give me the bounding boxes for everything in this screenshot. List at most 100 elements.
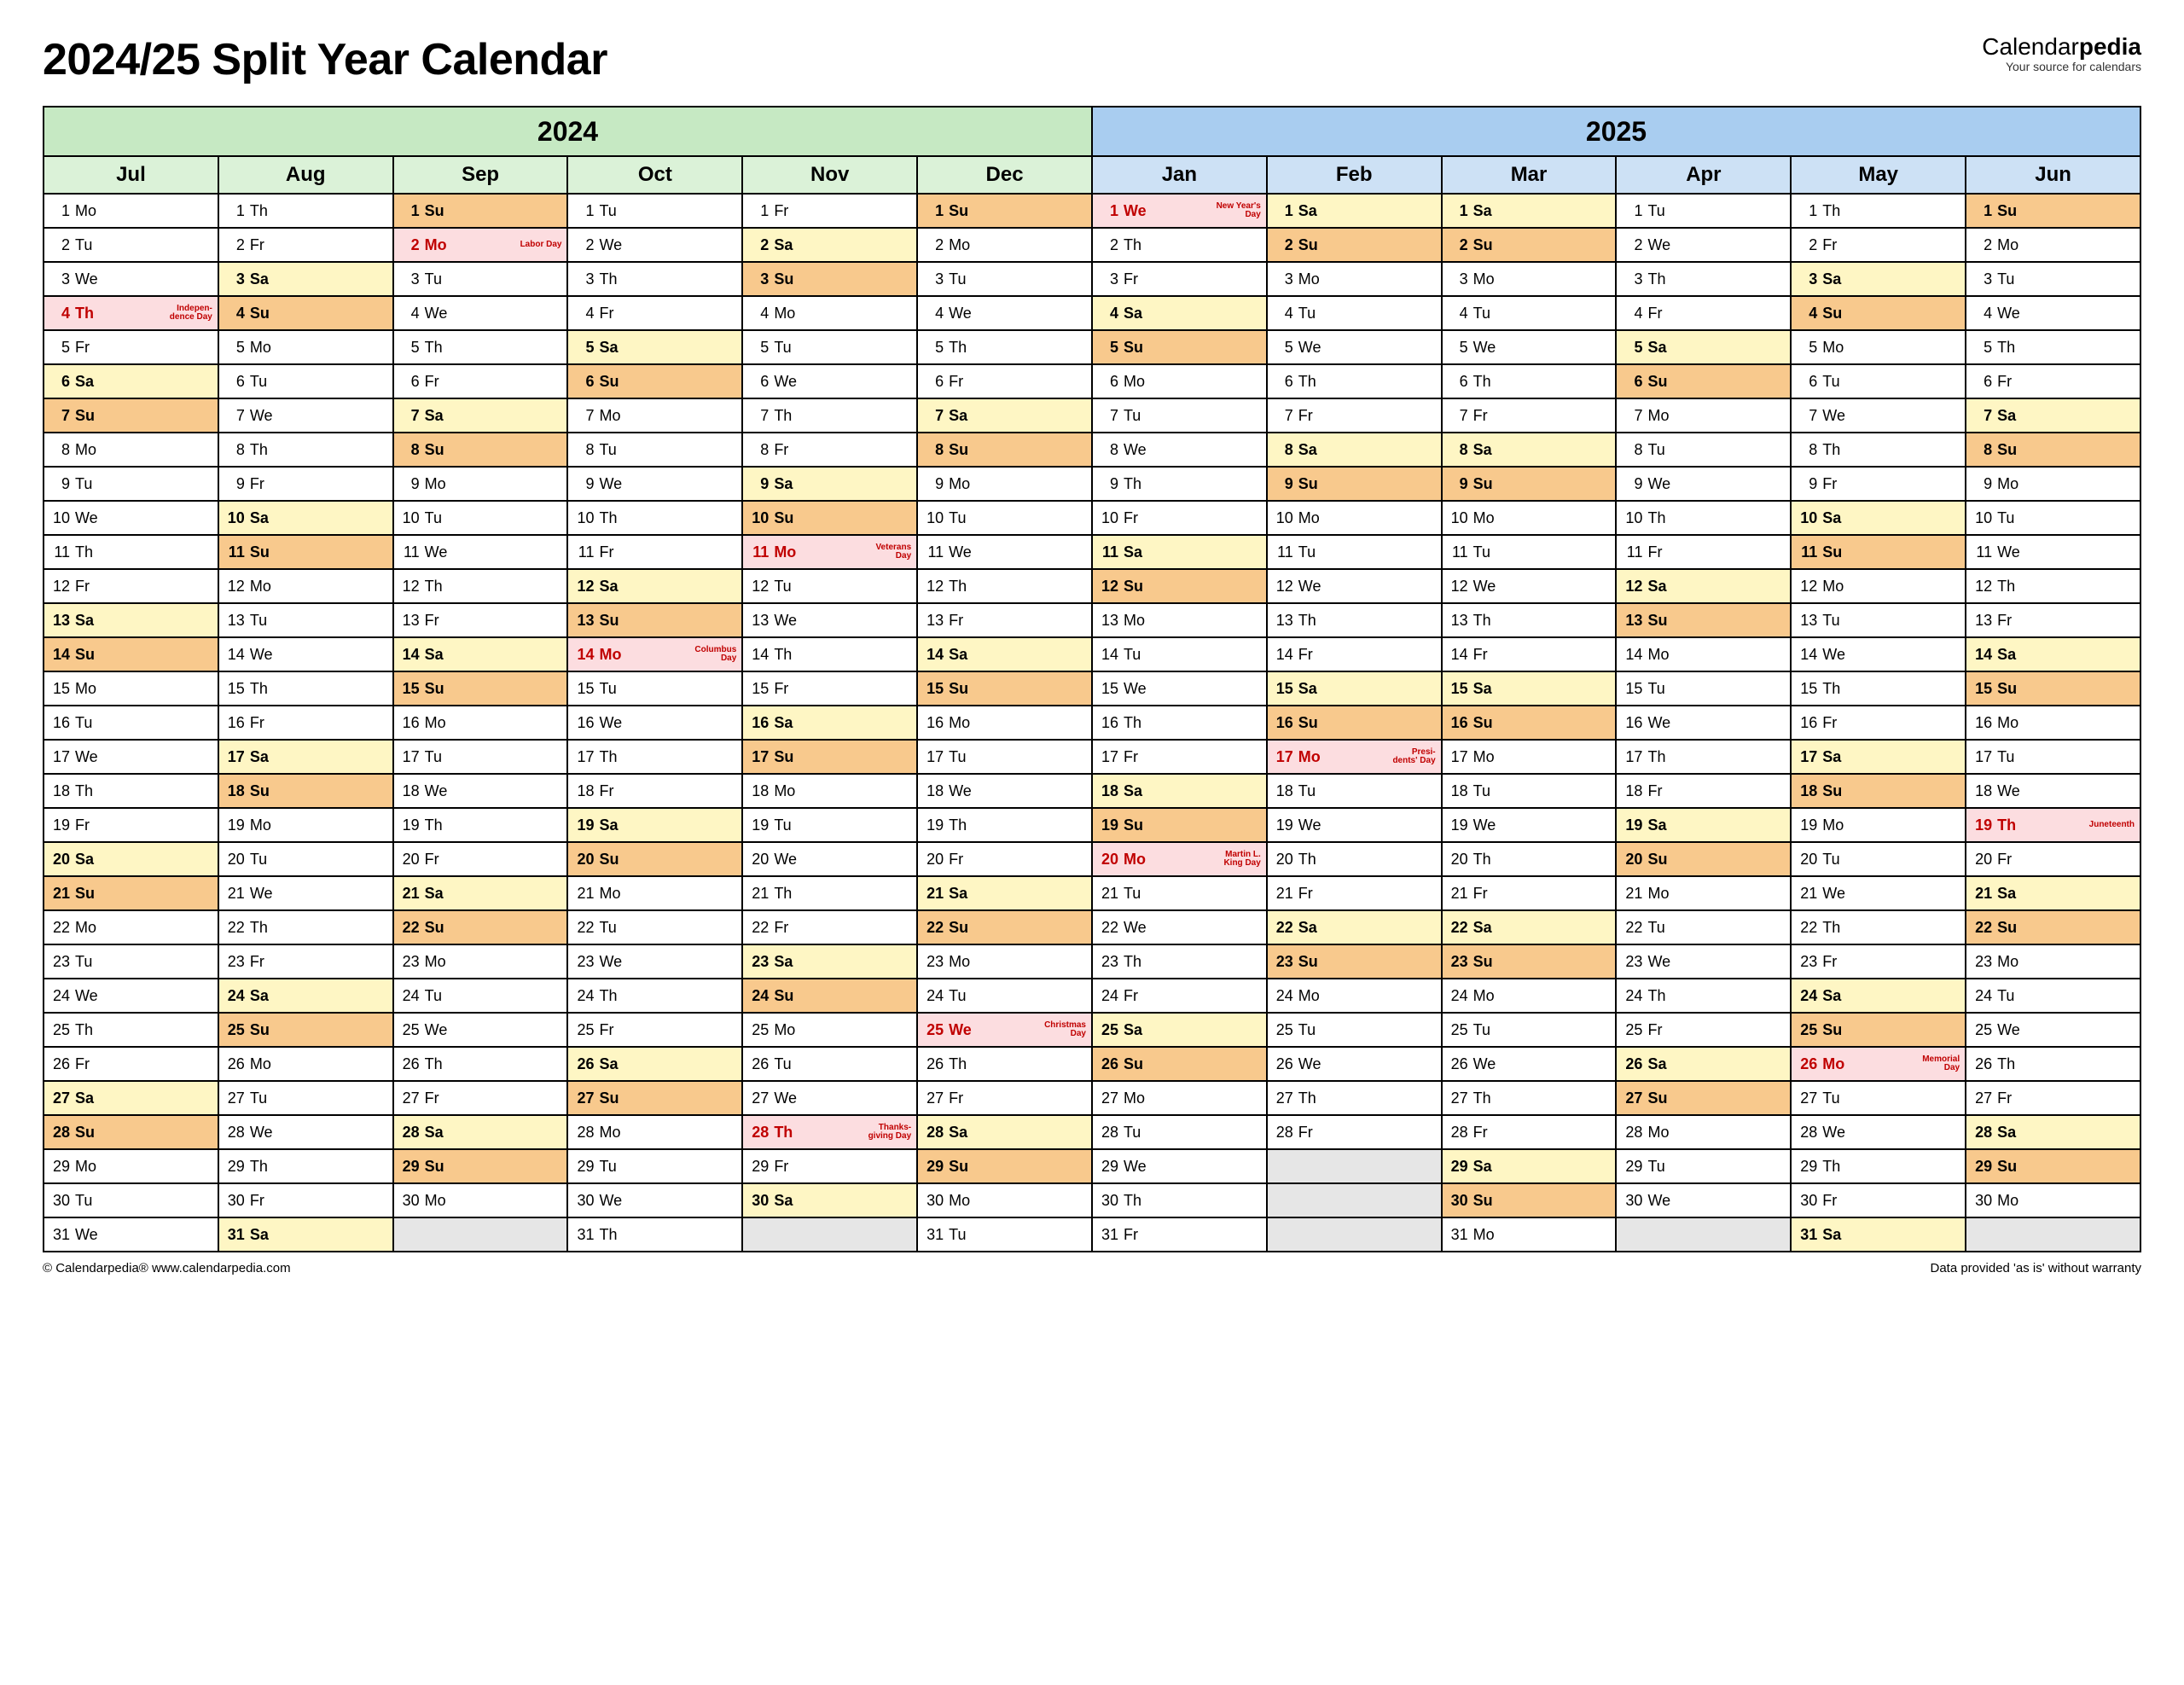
day-number: 18 <box>1622 782 1642 800</box>
day-weekday: Tu <box>75 1192 92 1210</box>
day-weekday: Th <box>1124 236 1141 254</box>
day-weekday: Tu <box>1647 441 1664 459</box>
day-cell: 22Th <box>1791 910 1966 944</box>
day-weekday: Su <box>1997 919 2017 937</box>
day-cell: 3Fr <box>1092 262 1267 296</box>
day-weekday: Fr <box>75 1055 90 1073</box>
day-weekday: Mo <box>949 236 970 254</box>
day-weekday: We <box>1298 1055 1321 1073</box>
day-cell: 12Su <box>1092 569 1267 603</box>
day-weekday: Fr <box>774 680 788 698</box>
day-number: 19 <box>1622 816 1642 834</box>
day-cell: 11MoVeterans Day <box>742 535 917 569</box>
day-number: 9 <box>1972 475 1992 493</box>
day-weekday: Sa <box>75 373 94 391</box>
day-number: 28 <box>224 1124 245 1142</box>
day-number: 2 <box>1448 236 1468 254</box>
day-weekday: We <box>774 373 797 391</box>
day-number: 12 <box>573 578 594 596</box>
day-number: 12 <box>1273 578 1293 596</box>
day-cell: 5Su <box>1092 330 1267 364</box>
day-cell: 6Su <box>1616 364 1791 398</box>
day-number: 11 <box>399 543 420 561</box>
day-weekday: Tu <box>1822 851 1839 869</box>
day-weekday: Fr <box>250 475 264 493</box>
day-cell: 20Su <box>1616 842 1791 876</box>
day-weekday: Mo <box>949 953 970 971</box>
day-weekday: Sa <box>599 816 618 834</box>
day-number: 20 <box>1098 851 1118 869</box>
day-number: 29 <box>1622 1158 1642 1176</box>
day-weekday: Tu <box>1997 987 2014 1005</box>
day-cell: 15Su <box>393 671 568 706</box>
day-number: 20 <box>1448 851 1468 869</box>
day-number: 30 <box>1972 1192 1992 1210</box>
day-weekday: Fr <box>1473 1124 1488 1142</box>
day-weekday: Sa <box>774 714 793 732</box>
day-weekday: Mo <box>599 885 620 903</box>
day-number: 31 <box>573 1226 594 1244</box>
day-weekday: Tu <box>1298 543 1316 561</box>
day-cell: 15Su <box>1966 671 2140 706</box>
day-cell: 2Fr <box>218 228 393 262</box>
day-cell: 29Su <box>917 1149 1092 1183</box>
day-number: 18 <box>1972 782 1992 800</box>
day-weekday: We <box>425 1021 448 1039</box>
day-weekday: Su <box>599 612 619 630</box>
day-weekday: Su <box>1298 714 1318 732</box>
day-number: 28 <box>748 1124 769 1142</box>
day-cell: 29Th <box>1791 1149 1966 1183</box>
day-number: 31 <box>923 1226 944 1244</box>
day-cell: 9Mo <box>1966 467 2140 501</box>
day-weekday: Th <box>75 1021 93 1039</box>
day-cell: 29Tu <box>567 1149 742 1183</box>
day-weekday: Th <box>1647 270 1665 288</box>
day-weekday: Th <box>949 1055 967 1073</box>
day-cell: 1Su <box>917 194 1092 228</box>
day-number: 26 <box>1972 1055 1992 1073</box>
day-number: 4 <box>1448 305 1468 322</box>
day-number: 30 <box>1622 1192 1642 1210</box>
day-number: 13 <box>748 612 769 630</box>
day-cell: 19We <box>1267 808 1442 842</box>
day-cell: 9Su <box>1267 467 1442 501</box>
day-weekday: Sa <box>75 1089 94 1107</box>
day-cell: 6Fr <box>917 364 1092 398</box>
day-cell: 6Tu <box>1791 364 1966 398</box>
day-number: 22 <box>1448 919 1468 937</box>
day-number: 2 <box>49 236 70 254</box>
day-cell: 25Sa <box>1092 1013 1267 1047</box>
day-cell: 3Su <box>742 262 917 296</box>
day-number: 21 <box>399 885 420 903</box>
day-number: 31 <box>224 1226 245 1244</box>
day-number: 2 <box>1622 236 1642 254</box>
day-number: 7 <box>1972 407 1992 425</box>
day-weekday: Th <box>250 680 268 698</box>
day-weekday: We <box>599 714 622 732</box>
day-cell: 23Tu <box>44 944 218 979</box>
day-cell: 9We <box>567 467 742 501</box>
day-cell: 18Mo <box>742 774 917 808</box>
day-number: 26 <box>399 1055 420 1073</box>
day-weekday: Tu <box>1124 407 1141 425</box>
day-cell: 3Sa <box>1791 262 1966 296</box>
day-cell: 7We <box>1791 398 1966 433</box>
day-number: 23 <box>1797 953 1817 971</box>
month-header: Aug <box>218 156 393 194</box>
day-cell: 21Tu <box>1092 876 1267 910</box>
day-cell: 19Mo <box>1791 808 1966 842</box>
day-number: 22 <box>399 919 420 937</box>
day-number: 8 <box>1448 441 1468 459</box>
day-cell: 16Mo <box>1966 706 2140 740</box>
day-weekday: We <box>1647 953 1670 971</box>
day-cell: 4Su <box>218 296 393 330</box>
day-weekday: We <box>1822 1124 1845 1142</box>
day-cell: 20Sa <box>44 842 218 876</box>
day-weekday: Th <box>774 1124 793 1142</box>
day-number: 14 <box>573 646 594 664</box>
day-number: 14 <box>1797 646 1817 664</box>
day-cell: 23Mo <box>1966 944 2140 979</box>
day-weekday: Th <box>599 748 617 766</box>
day-number: 30 <box>1098 1192 1118 1210</box>
day-cell: 3Sa <box>218 262 393 296</box>
